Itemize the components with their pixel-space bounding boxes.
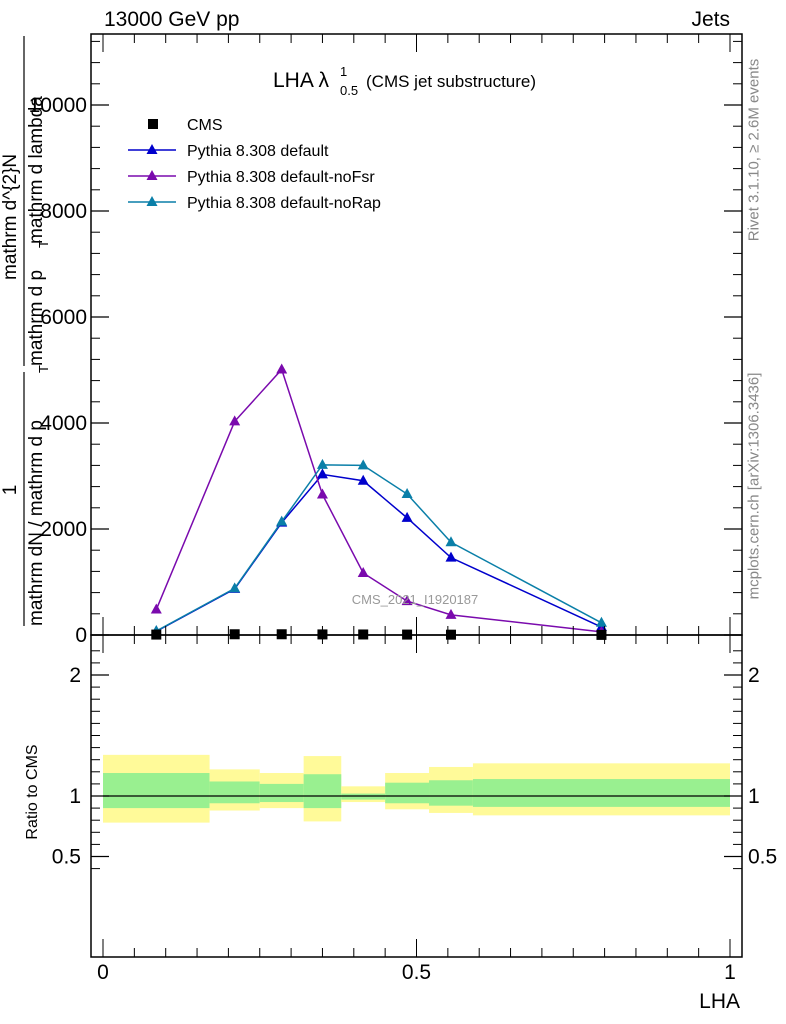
series-point-2	[316, 488, 328, 499]
legend-marker-2	[146, 170, 158, 180]
y-tick-label: 2000	[40, 518, 87, 541]
series-point-2	[445, 608, 457, 619]
ylabel-denominator: mathrm dN / mathrm d p	[26, 420, 47, 626]
ratio-band-inner	[429, 780, 473, 806]
series-point-2	[150, 603, 162, 614]
ylabel-inner-denom-sub: T	[36, 240, 51, 248]
series-line-2	[155, 368, 602, 633]
series-point-3	[229, 582, 241, 593]
title-superscript: 1	[340, 64, 347, 79]
ratio-band-inner	[303, 774, 342, 809]
ratio-band-inner	[209, 781, 260, 804]
series-point-2	[229, 415, 241, 426]
x-tick-label: 0	[97, 961, 109, 984]
legend-label-data: CMS	[187, 117, 223, 134]
series-point-3	[445, 536, 457, 547]
series-point-3	[595, 616, 607, 627]
series-point-3	[316, 458, 328, 469]
y-tick-label: 4000	[40, 412, 87, 435]
ratio-y-tick-label-right: 1	[748, 785, 760, 808]
title-main: LHA λ	[273, 69, 330, 92]
series-line-1	[155, 473, 602, 632]
ylabel-numerator-one: 1	[0, 485, 21, 496]
legend: CMS Pythia 8.308 default Pythia 8.308 defa…	[128, 117, 381, 212]
x-tick-label: 1	[724, 961, 736, 984]
x-axis-title: LHA	[699, 990, 740, 1013]
y-tick-label: 8000	[40, 200, 87, 223]
legend-marker-3	[146, 196, 158, 206]
ratio-y-tick-label-right: 0.5	[748, 846, 777, 869]
legend-label-1: Pythia 8.308 default	[187, 143, 329, 160]
ratio-band-inner	[103, 773, 210, 809]
series-point-2	[276, 363, 288, 374]
energy-label: 13000 GeV pp	[104, 8, 240, 31]
x-tick-label: 0.5	[402, 961, 431, 984]
ylabel-inner-denom-tail: mathrm d lambda	[26, 96, 47, 244]
series-point-1	[316, 468, 328, 479]
series-point-3	[401, 488, 413, 499]
ratio-band-inner	[472, 779, 730, 807]
series-point-1	[357, 474, 369, 485]
ratio-y-tick-label-right: 2	[748, 664, 760, 687]
watermark: CMS_2021_I1920187	[352, 592, 479, 607]
main-panel: 0 2000 4000 6000 8000 10000	[29, 33, 743, 647]
ylabel-denominator-sub: T	[36, 365, 51, 373]
series-point-3	[357, 459, 369, 470]
series-point-1	[445, 551, 457, 562]
legend-label-2: Pythia 8.308 default-noFsr	[187, 169, 375, 186]
series-line-3	[155, 464, 602, 632]
ratio-y-axis-title: Ratio to CMS	[24, 744, 41, 839]
title-suffix: (CMS jet substructure)	[366, 72, 536, 91]
legend-marker-data	[148, 119, 158, 129]
series-point-2	[401, 595, 413, 606]
ratio-y-tick-label: 0.5	[52, 846, 81, 869]
title-subscript: 0.5	[340, 83, 358, 98]
series-point-1	[401, 511, 413, 522]
series-point-3	[276, 515, 288, 526]
ylabel-inner-denom: mathrm d p	[26, 270, 47, 366]
legend-label-3: Pythia 8.308 default-noRap	[187, 195, 381, 212]
series-point-2	[357, 566, 369, 577]
y-tick-label: 6000	[40, 306, 87, 329]
chart-title: LHA λ 1 0.5 (CMS jet substructure)	[273, 64, 536, 98]
ratio-band-inner	[385, 782, 430, 804]
ratio-y-tick-label: 2	[69, 664, 81, 687]
ratio-y-tick-label: 1	[69, 785, 81, 808]
ylabel-inner-numerator: mathrm d^{2}N	[0, 154, 21, 280]
y-axis-title: 1 mathrm dN / mathrm d p T mathrm d^{2}N…	[0, 36, 51, 626]
category-label: Jets	[691, 8, 730, 31]
legend-marker-1	[146, 144, 158, 154]
ratio-panel: 0.5 0.5 1 1 2 2 0 0.5 1 Ratio to CMS LHA	[24, 634, 777, 1013]
y-tick-label: 0	[75, 624, 87, 647]
ratio-band-inner	[259, 783, 304, 803]
y-tick-label: 10000	[29, 94, 87, 117]
